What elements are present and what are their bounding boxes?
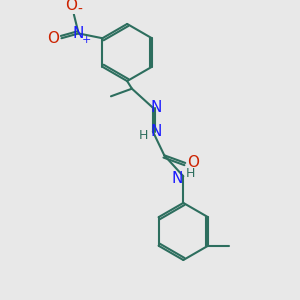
Text: -: - [77,3,82,17]
Text: N: N [151,124,162,139]
Text: O: O [47,31,59,46]
Text: O: O [65,0,77,14]
Text: H: H [186,167,196,180]
Text: +: + [82,35,91,45]
Text: N: N [150,100,161,115]
Text: N: N [172,171,183,186]
Text: O: O [187,155,199,170]
Text: N: N [73,26,84,41]
Text: H: H [139,129,148,142]
